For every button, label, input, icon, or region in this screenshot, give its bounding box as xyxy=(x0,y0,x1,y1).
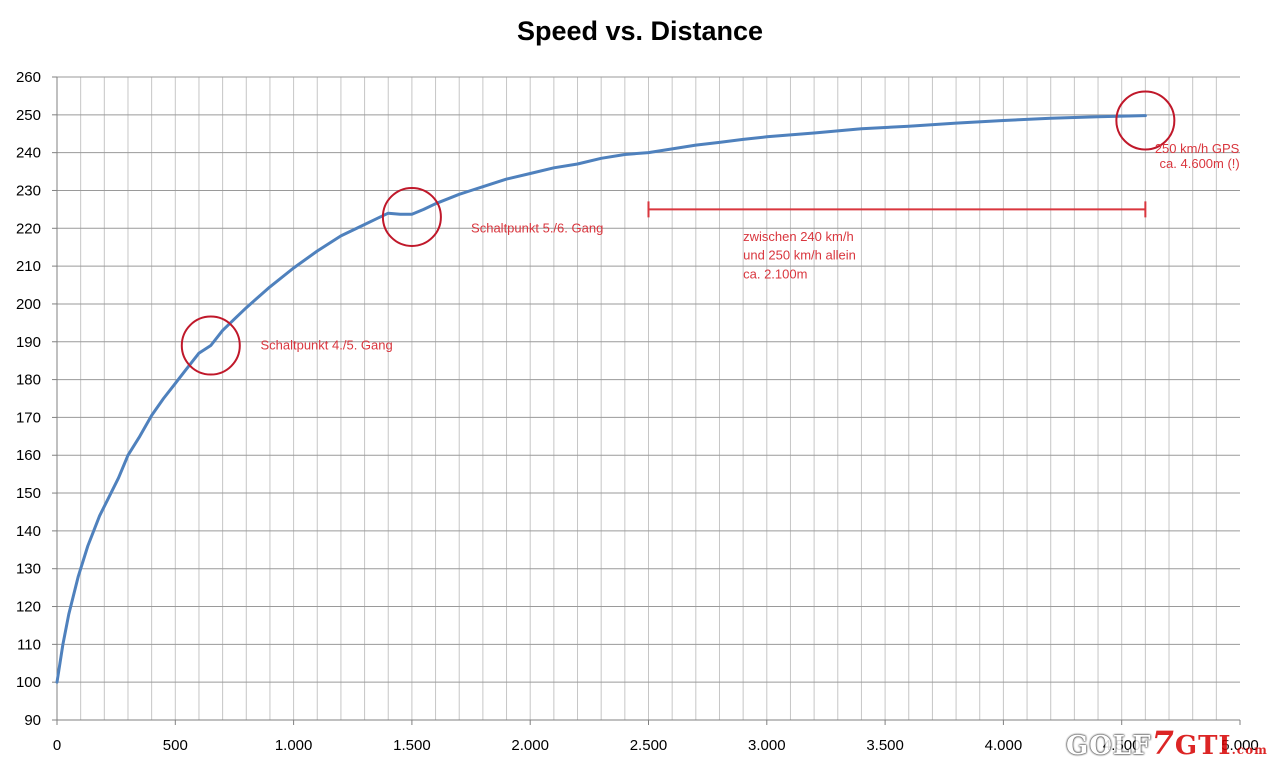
y-tick-label: 130 xyxy=(16,561,41,578)
x-tick-label: 4.000 xyxy=(985,737,1023,754)
x-tick-label: 2.000 xyxy=(511,737,549,754)
y-tick-label: 110 xyxy=(17,636,41,653)
annotation-label: zwischen 240 km/h xyxy=(743,229,854,244)
highlight-circle xyxy=(180,315,241,376)
x-tick-label: 4.500 xyxy=(1103,737,1141,754)
y-tick-label: 240 xyxy=(16,145,41,162)
x-tick-label: 2.500 xyxy=(630,737,668,754)
x-tick-label: 500 xyxy=(163,737,188,754)
y-tick-label: 160 xyxy=(16,447,41,464)
annotation-label: und 250 km/h allein xyxy=(743,248,856,263)
annotation-label: ca. 4.600m (!) xyxy=(1160,156,1240,171)
y-tick-label: 120 xyxy=(16,599,41,616)
x-tick-label: 3.500 xyxy=(866,737,904,754)
annotation-label: Schaltpunkt 5./6. Gang xyxy=(471,220,603,235)
y-tick-label: 170 xyxy=(16,409,41,426)
y-tick-label: 100 xyxy=(16,674,41,691)
y-tick-label: 250 xyxy=(16,107,41,124)
chart-title: Speed vs. Distance xyxy=(516,16,764,46)
highlight-circle xyxy=(381,186,442,247)
annotation-layer: Schaltpunkt 4./5. Gang Schaltpunkt 5./6. … xyxy=(180,90,1240,376)
x-tick-label: 1.500 xyxy=(393,737,431,754)
speed-line xyxy=(55,114,1147,684)
y-tick-label: 180 xyxy=(16,372,41,389)
y-tick-label: 230 xyxy=(16,182,41,199)
x-tick-label: 3.000 xyxy=(748,737,786,754)
x-tick-label: 0 xyxy=(53,737,61,754)
y-tick-labels: 90 100 110 120 130 140 150 160 170 180 190 200 210 22… xyxy=(16,69,41,729)
x-tick-label: 5.000 xyxy=(1221,737,1259,754)
y-tick-label: 150 xyxy=(16,485,41,502)
minor-grid xyxy=(80,77,1217,720)
annotation-label: 250 km/h GPS xyxy=(1155,141,1240,156)
y-tick-label: 140 xyxy=(16,523,41,540)
axes xyxy=(52,76,1241,725)
y-tick-label: 210 xyxy=(16,258,41,275)
y-tick-label: 90 xyxy=(24,712,41,729)
y-tick-label: 260 xyxy=(16,69,41,86)
series-layer xyxy=(55,114,1147,684)
x-tick-label: 1.000 xyxy=(275,737,313,754)
annotation-label: ca. 2.100m xyxy=(743,266,807,281)
y-tick-label: 220 xyxy=(16,220,41,237)
x-tick-labels: 0 500 1.000 1.500 2.000 2.500 3.000 3.500 4.000 4… xyxy=(53,737,1259,754)
highlight-circle xyxy=(1115,90,1176,151)
y-tick-label: 190 xyxy=(16,334,41,351)
annotation-label: Schaltpunkt 4./5. Gang xyxy=(260,338,392,353)
y-tick-label: 200 xyxy=(16,296,41,313)
